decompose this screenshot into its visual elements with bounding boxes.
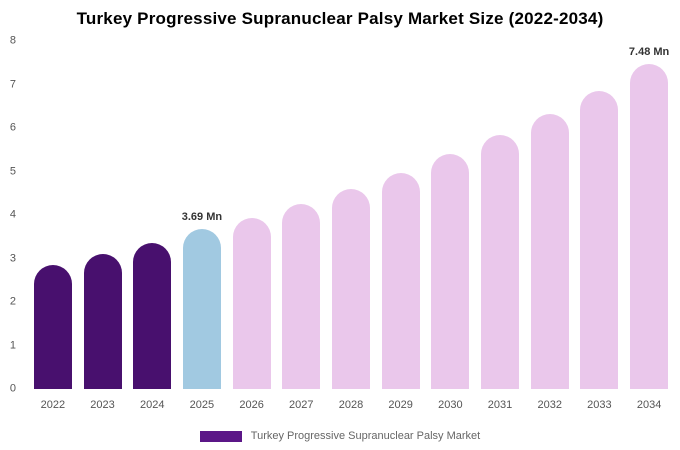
y-axis-label-0: 0 [9, 382, 16, 395]
legend: Turkey Progressive Supranuclear Palsy Ma… [0, 430, 680, 442]
y-axis-label-2: 2 [9, 295, 16, 308]
x-axis-label-2029: 2029 [388, 399, 413, 411]
bar-group-2024: 2024 [127, 41, 177, 411]
bar-group-2022: 2022 [28, 41, 78, 411]
y-axis-label-5: 5 [9, 165, 16, 177]
bar-value-label-2034: 7.48 Mn [628, 45, 670, 58]
bar-group-2030: 2030 [426, 41, 476, 411]
x-axis-label-2025: 2025 [189, 399, 215, 411]
bar-group-2026: 2026 [227, 41, 277, 411]
x-axis-label-2024: 2024 [139, 399, 165, 411]
y-axis-label-3: 3 [9, 252, 16, 264]
plot-area: 2022 2023 2024 3.69 Mn 2025 2026 2027 2028 2029 2… [28, 41, 674, 412]
bar-group-2032: 2032 [525, 41, 575, 411]
x-axis-label-2030: 2030 [438, 399, 463, 411]
x-axis-label-2026: 2026 [239, 399, 264, 411]
bar-2022 [33, 265, 72, 389]
x-axis-label-2022: 2022 [40, 399, 66, 411]
bar-groups: 2022 2023 2024 3.69 Mn 2025 2026 2027 2028 2029 2… [28, 41, 674, 412]
bar-2033 [580, 91, 619, 389]
y-axis-label-1: 1 [9, 339, 16, 351]
x-axis-label-2033: 2033 [587, 399, 612, 411]
y-axis-label-7: 7 [9, 78, 16, 90]
bar-2026 [232, 218, 271, 389]
bar-2034: 7.48 Mn [629, 46, 669, 389]
x-axis-label-2034: 2034 [636, 399, 662, 411]
bar-group-2033: 2033 [575, 41, 625, 411]
x-axis-label-2027: 2027 [289, 399, 314, 411]
bar-2032 [530, 114, 569, 389]
bar-2028 [331, 188, 370, 389]
bar-group-2027: 2027 [276, 41, 326, 411]
y-axis-label-6: 6 [9, 121, 16, 134]
y-axis-label-8: 8 [9, 34, 16, 47]
y-axis: 0 1 2 3 4 5 6 7 8 [0, 35, 24, 394]
bar-group-2025: 3.69 Mn 2025 [177, 41, 227, 412]
legend-swatch [199, 430, 242, 442]
bar-2024 [133, 243, 172, 389]
y-axis-label-4: 4 [9, 208, 16, 221]
bar-2023 [83, 254, 122, 389]
bar-group-2031: 2031 [475, 41, 525, 411]
bar-group-2034: 7.48 Mn 2034 [624, 41, 674, 411]
bar-value-label-2025: 3.69 Mn [181, 210, 223, 223]
bar-group-2029: 2029 [376, 41, 426, 411]
bar-2030 [431, 154, 470, 389]
x-axis-label-2032: 2032 [537, 399, 562, 411]
bar-group-2028: 2028 [326, 41, 376, 411]
x-axis-label-2031: 2031 [487, 399, 513, 411]
chart-title: Turkey Progressive Supranuclear Palsy Ma… [76, 9, 604, 28]
x-axis-label-2023: 2023 [90, 399, 115, 411]
bar-group-2023: 2023 [78, 41, 128, 411]
legend-label: Turkey Progressive Supranuclear Palsy Ma… [250, 430, 481, 442]
bar-2025: 3.69 Mn [182, 211, 222, 389]
bar-2031 [481, 134, 520, 389]
bar-2027 [282, 204, 321, 389]
bar-2029 [381, 172, 420, 389]
x-axis-label-2028: 2028 [338, 399, 364, 411]
